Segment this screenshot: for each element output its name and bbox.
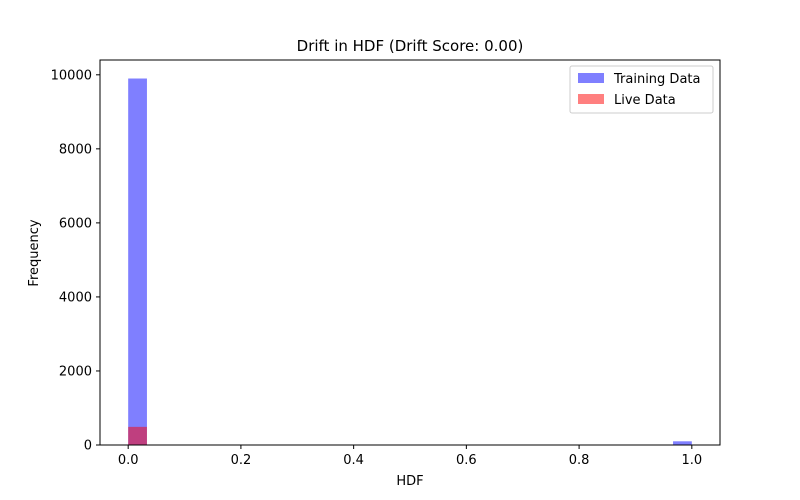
y-tick-label: 0 xyxy=(84,439,92,454)
x-axis-label: HDF xyxy=(396,474,423,489)
x-tick-label: 0.4 xyxy=(343,453,364,468)
x-tick-label: 0.8 xyxy=(569,453,590,468)
bar-training-data-1 xyxy=(673,441,692,445)
x-tick-label: 0.6 xyxy=(456,453,477,468)
y-tick-label: 8000 xyxy=(59,142,92,157)
y-tick-label: 2000 xyxy=(59,364,92,379)
legend-label-training-data: Training Data xyxy=(613,72,700,87)
y-axis-ticks: 0 2000 4000 6000 8000 10000 xyxy=(51,68,100,454)
bar-live-data-0 xyxy=(128,426,147,445)
bar-training-data-0 xyxy=(128,78,147,445)
y-tick-label: 6000 xyxy=(59,216,92,231)
x-axis-ticks: 0.0 0.2 0.4 0.6 0.8 1.0 xyxy=(118,445,702,468)
y-tick-label: 10000 xyxy=(51,68,92,83)
plot-frame xyxy=(99,59,721,446)
chart-title: Drift in HDF (Drift Score: 0.00) xyxy=(297,37,524,55)
legend: Training Data Live Data xyxy=(569,65,714,114)
x-tick-label: 0.2 xyxy=(231,453,252,468)
histogram-bars xyxy=(128,78,692,445)
legend-swatch-training-data xyxy=(578,73,604,83)
y-tick-label: 4000 xyxy=(59,290,92,305)
legend-box xyxy=(569,65,714,114)
legend-label-live-data: Live Data xyxy=(614,93,676,108)
x-tick-label: 1.0 xyxy=(681,453,702,468)
y-axis-label: Frequency xyxy=(27,219,42,286)
legend-swatch-live-data xyxy=(578,94,604,104)
x-tick-label: 0.0 xyxy=(118,453,139,468)
